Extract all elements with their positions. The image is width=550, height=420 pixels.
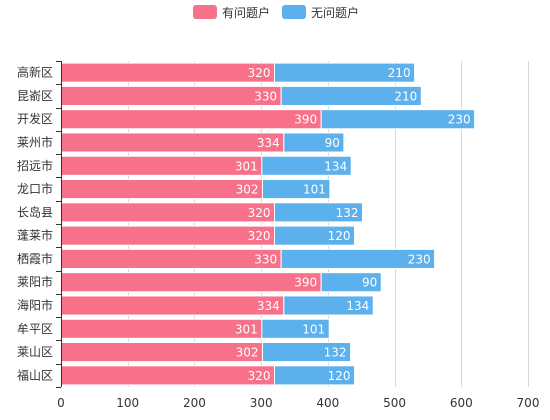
bar-data-label: 90 xyxy=(325,136,340,150)
legend: 有问题户 无问题户 xyxy=(193,5,359,20)
legend-label: 无问题户 xyxy=(311,5,359,20)
bar-no-problem xyxy=(320,272,382,293)
category-label: 招远市 xyxy=(17,158,53,173)
x-tick-label: 600 xyxy=(450,396,473,410)
bar-data-label: 334 xyxy=(257,136,280,150)
bar-no-problem xyxy=(280,248,436,269)
bar-data-label: 334 xyxy=(257,299,280,313)
x-tick-label: 300 xyxy=(250,396,273,410)
bar-problem xyxy=(60,295,285,316)
bar-data-label: 301 xyxy=(235,159,258,173)
bar-data-label: 330 xyxy=(254,252,277,266)
bar-problem xyxy=(60,318,263,339)
legend-swatch xyxy=(282,5,306,19)
x-tick-label: 0 xyxy=(57,396,65,410)
category-label: 莱州市 xyxy=(17,135,53,150)
category-label: 长岛县 xyxy=(17,204,53,219)
bar-problem xyxy=(60,225,275,246)
bar-data-label: 134 xyxy=(324,159,347,173)
bar-data-label: 390 xyxy=(294,113,317,127)
bar-no-problem xyxy=(273,202,364,223)
category-label: 龙口市 xyxy=(17,181,53,196)
bar-data-label: 230 xyxy=(408,252,431,266)
bar-no-problem xyxy=(261,179,331,200)
bar-data-label: 101 xyxy=(303,183,326,197)
bar-data-label: 301 xyxy=(235,322,258,336)
bar-data-label: 120 xyxy=(328,229,351,243)
bar-problem xyxy=(60,248,282,269)
bar-no-problem xyxy=(283,132,345,153)
bar-problem xyxy=(60,342,263,363)
bar-data-label: 210 xyxy=(388,66,411,80)
bar-data-label: 390 xyxy=(294,276,317,290)
bar-problem xyxy=(60,272,322,293)
bar-no-problem xyxy=(261,155,352,176)
x-tick-label: 400 xyxy=(316,396,339,410)
bar-problem xyxy=(60,155,263,176)
bar-problem xyxy=(60,365,275,386)
bar-data-label: 132 xyxy=(336,206,359,220)
x-tick-label: 500 xyxy=(383,396,406,410)
bar-data-label: 302 xyxy=(236,183,259,197)
category-label: 莱阳市 xyxy=(17,274,53,289)
bar-data-label: 132 xyxy=(324,346,347,360)
bar-problem xyxy=(60,132,285,153)
bar-data-label: 302 xyxy=(236,346,259,360)
bar-data-label: 134 xyxy=(346,299,369,313)
value-axis-labels: 0 100 200 300 400 500 600 700 xyxy=(57,396,539,410)
bar-data-label: 101 xyxy=(302,322,325,336)
bar-no-problem xyxy=(320,109,476,130)
bar-no-problem xyxy=(273,225,356,246)
bar-problem xyxy=(60,179,263,200)
category-label: 牟平区 xyxy=(17,321,53,336)
bar-data-label: 320 xyxy=(248,369,271,383)
bar-no-problem xyxy=(261,318,330,339)
bar-data-label: 320 xyxy=(248,66,271,80)
bar-data-label: 230 xyxy=(448,113,471,127)
category-label: 开发区 xyxy=(17,111,53,126)
category-label: 蓬莱市 xyxy=(17,228,53,243)
category-label: 高新区 xyxy=(17,65,53,80)
bar-no-problem xyxy=(280,85,422,106)
bar-problem xyxy=(60,85,282,106)
bar-no-problem xyxy=(261,342,352,363)
bar-data-label: 320 xyxy=(248,206,271,220)
bar-problem xyxy=(60,109,322,130)
category-label: 福山区 xyxy=(17,367,53,382)
x-tick-label: 700 xyxy=(517,396,540,410)
bar-problem xyxy=(60,62,275,83)
bars: 320 210 330 210 390 230 334 90 301 134 302 101 320 13… xyxy=(60,62,476,386)
bar-no-problem xyxy=(273,62,416,83)
bar-problem xyxy=(60,202,275,223)
x-tick-label: 200 xyxy=(183,396,206,410)
legend-swatch xyxy=(193,5,217,19)
legend-label: 有问题户 xyxy=(222,5,270,20)
bar-no-problem xyxy=(273,365,356,386)
category-axis-labels: 高新区昆嵛区开发区莱州市招远市龙口市长岛县蓬莱市栖霞市莱阳市海阳市牟平区莱山区福… xyxy=(17,61,61,388)
bar-data-label: 120 xyxy=(328,369,351,383)
category-label: 海阳市 xyxy=(17,298,53,313)
bar-data-label: 90 xyxy=(362,276,377,290)
bar-data-label: 210 xyxy=(394,89,417,103)
category-label: 昆嵛区 xyxy=(17,89,53,103)
category-label: 栖霞市 xyxy=(17,251,53,266)
category-label: 莱山区 xyxy=(17,345,53,359)
bar-data-label: 320 xyxy=(248,229,271,243)
bar-no-problem xyxy=(283,295,374,316)
x-tick-label: 100 xyxy=(116,396,139,410)
bar-data-label: 330 xyxy=(254,89,277,103)
